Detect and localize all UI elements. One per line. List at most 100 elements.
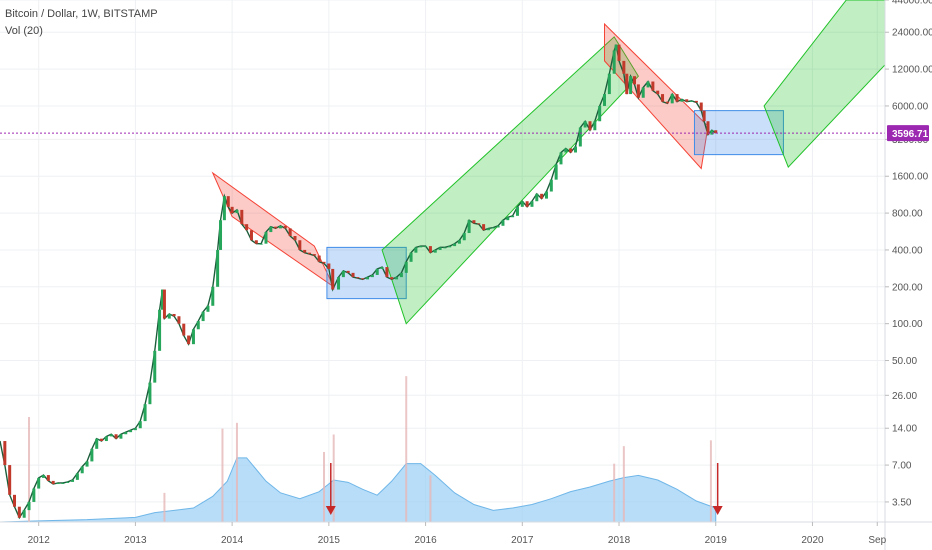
price-candle — [283, 225, 287, 229]
price-candle — [540, 193, 544, 199]
price-candle — [114, 434, 118, 439]
y-tick-label: 24000.00 — [892, 28, 932, 39]
price-candle — [254, 240, 258, 244]
price-candle — [27, 501, 31, 511]
price-candle — [501, 220, 505, 226]
y-tick-label: 7.00 — [892, 461, 912, 472]
price-candle — [346, 270, 350, 273]
price-candle — [187, 335, 191, 345]
price-candle — [710, 130, 714, 135]
price-candle — [104, 436, 108, 442]
x-tick-label: 2015 — [318, 535, 341, 546]
price-candle — [706, 121, 710, 135]
price-candle — [544, 191, 548, 199]
trend-channel — [211, 171, 335, 289]
price-candle — [124, 432, 128, 435]
y-tick-label: 26.00 — [892, 391, 917, 402]
volume-bar — [28, 417, 31, 522]
trend-channel — [763, 0, 886, 169]
price-candle — [690, 100, 694, 102]
down-arrow-head — [712, 506, 723, 515]
price-candle — [385, 267, 389, 278]
price-candle — [472, 220, 476, 224]
price-candle — [549, 179, 553, 192]
price-candle — [264, 232, 268, 244]
price-candle — [593, 121, 597, 131]
price-candle — [607, 73, 611, 95]
price-candle — [109, 434, 113, 437]
price-candle — [636, 84, 640, 98]
price-candle — [245, 224, 249, 231]
y-tick-label: 6000.00 — [892, 101, 929, 112]
price-candle — [312, 254, 316, 256]
price-candle — [414, 247, 418, 253]
price-candle — [491, 227, 495, 229]
price-candle — [13, 494, 17, 507]
price-candle — [196, 321, 200, 330]
price-candle — [56, 482, 60, 485]
price-line — [0, 44, 718, 520]
price-candle — [477, 223, 481, 225]
volume-bar — [323, 452, 326, 522]
price-candle — [317, 255, 321, 262]
y-tick-label: 3.50 — [892, 497, 912, 508]
x-axis: 2012 2013 2014 2015 2016 2017 2018 2019 2020 Sep — [0, 521, 932, 546]
price-candle — [216, 249, 220, 287]
price-candle — [573, 146, 577, 153]
price-candle — [32, 488, 36, 502]
x-tick-label: Sep — [868, 535, 886, 546]
price-candle — [629, 76, 633, 95]
price-candle — [95, 438, 99, 449]
y-tick-label: 200.00 — [892, 282, 923, 293]
price-candle — [138, 421, 142, 429]
price-candle — [42, 475, 46, 478]
price-candle — [75, 473, 79, 480]
trend-channel — [381, 36, 639, 325]
trend-channels — [211, 0, 886, 325]
price-candle — [559, 152, 563, 165]
price-candle — [308, 252, 312, 255]
volume-ma-area — [0, 457, 717, 523]
y-axis: 44000.0024000.0012000.006000.003200.0016… — [884, 0, 932, 550]
price-candle — [506, 217, 510, 221]
price-candle — [167, 313, 171, 319]
price-candle — [603, 94, 607, 106]
price-candle — [612, 50, 616, 74]
volume-indicator-label[interactable]: Vol (20) — [5, 25, 43, 37]
volume-bar — [163, 492, 166, 522]
price-candle — [158, 309, 162, 351]
x-tick-label: 2018 — [608, 535, 631, 546]
price-candle — [598, 105, 602, 122]
annotation-arrows — [325, 463, 723, 515]
price-candle — [182, 323, 186, 336]
price-candle — [702, 110, 706, 122]
price-candle — [298, 240, 302, 250]
price-candle — [448, 246, 452, 248]
price-candle — [46, 475, 50, 481]
trend-channel — [604, 22, 709, 170]
price-candle — [390, 277, 394, 280]
price-candle — [162, 289, 166, 319]
price-candle — [160, 289, 164, 310]
price-candle — [370, 274, 374, 278]
price-candle — [665, 101, 669, 104]
price-candle — [617, 44, 621, 61]
y-tick-label: 800.00 — [892, 209, 923, 220]
price-candle — [486, 228, 490, 231]
price-candle — [694, 100, 698, 103]
symbol-title[interactable]: Bitcoin / Dollar, 1W, BITSTAMP — [5, 8, 158, 20]
price-candle — [535, 193, 539, 202]
price-candle — [177, 316, 181, 324]
y-tick-label: 100.00 — [892, 319, 923, 330]
price-candle — [249, 230, 253, 241]
y-tick-label: 400.00 — [892, 245, 923, 256]
price-candle — [351, 272, 355, 278]
price-candle — [278, 225, 282, 229]
x-tick-label: 2017 — [511, 535, 534, 546]
y-tick-label: 50.00 — [892, 356, 917, 367]
price-candle — [554, 164, 558, 180]
price-candle — [133, 428, 137, 431]
y-tick-label: 44000.00 — [892, 0, 932, 7]
